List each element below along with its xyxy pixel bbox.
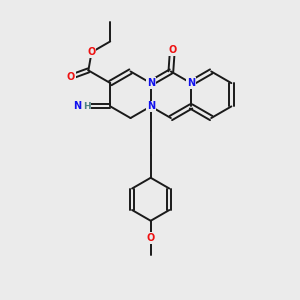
Text: O: O [168, 45, 176, 55]
Text: N: N [74, 101, 82, 111]
Text: N: N [147, 101, 155, 111]
Text: O: O [147, 233, 155, 243]
Text: N: N [147, 78, 155, 88]
Text: H: H [83, 102, 91, 111]
Text: N: N [187, 78, 195, 88]
Text: O: O [67, 72, 75, 82]
Text: O: O [88, 47, 96, 57]
